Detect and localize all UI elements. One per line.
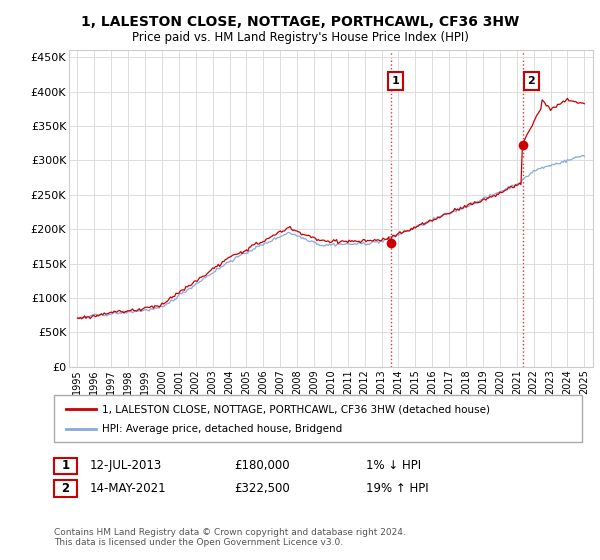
- Text: 1, LALESTON CLOSE, NOTTAGE, PORTHCAWL, CF36 3HW (detached house): 1, LALESTON CLOSE, NOTTAGE, PORTHCAWL, C…: [102, 404, 490, 414]
- Text: £322,500: £322,500: [234, 482, 290, 495]
- Text: 1, LALESTON CLOSE, NOTTAGE, PORTHCAWL, CF36 3HW: 1, LALESTON CLOSE, NOTTAGE, PORTHCAWL, C…: [81, 15, 519, 29]
- Text: Contains HM Land Registry data © Crown copyright and database right 2024.
This d: Contains HM Land Registry data © Crown c…: [54, 528, 406, 547]
- Text: 14-MAY-2021: 14-MAY-2021: [90, 482, 167, 495]
- Text: £180,000: £180,000: [234, 459, 290, 473]
- Text: 1% ↓ HPI: 1% ↓ HPI: [366, 459, 421, 473]
- Text: 12-JUL-2013: 12-JUL-2013: [90, 459, 162, 473]
- Text: 1: 1: [61, 459, 70, 473]
- Text: 2: 2: [527, 76, 535, 86]
- Text: 19% ↑ HPI: 19% ↑ HPI: [366, 482, 428, 495]
- Text: 1: 1: [392, 76, 400, 86]
- Text: 2: 2: [61, 482, 70, 495]
- Text: Price paid vs. HM Land Registry's House Price Index (HPI): Price paid vs. HM Land Registry's House …: [131, 31, 469, 44]
- Text: HPI: Average price, detached house, Bridgend: HPI: Average price, detached house, Brid…: [102, 424, 342, 434]
